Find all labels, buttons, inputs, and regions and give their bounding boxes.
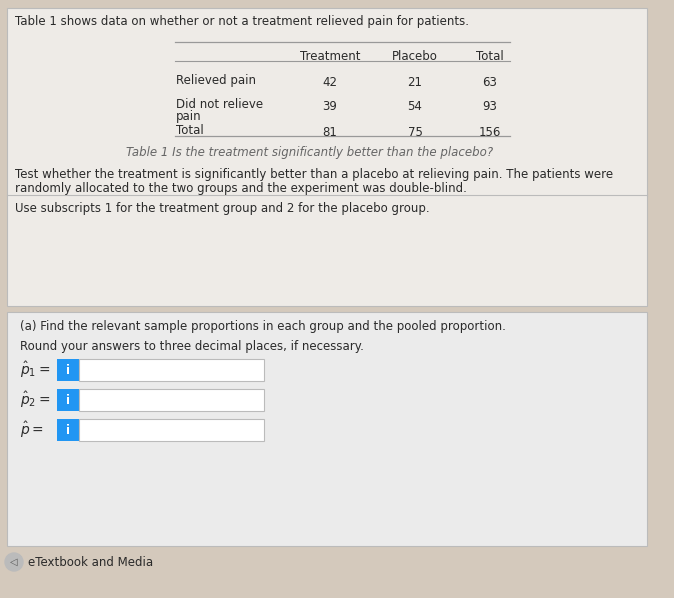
Text: Table 1 shows data on whether or not a treatment relieved pain for patients.: Table 1 shows data on whether or not a t… [15, 15, 469, 28]
Bar [57, 389, 79, 411]
Text: 75: 75 [408, 126, 423, 139]
Text: Placebo: Placebo [392, 50, 438, 63]
Text: $\hat{p} =$: $\hat{p} =$ [20, 420, 44, 440]
Text: 81: 81 [323, 126, 338, 139]
Circle shape [5, 553, 23, 571]
Bar [79, 419, 264, 441]
Text: Table 1 Is the treatment significantly better than the placebo?: Table 1 Is the treatment significantly b… [127, 146, 493, 159]
Bar [7, 312, 647, 546]
Text: Treatment: Treatment [300, 50, 360, 63]
Text: 54: 54 [408, 100, 423, 113]
Text: 93: 93 [483, 100, 497, 113]
Bar [57, 359, 79, 381]
Text: Did not relieve: Did not relieve [176, 98, 263, 111]
Text: i: i [66, 423, 70, 437]
Text: 156: 156 [479, 126, 501, 139]
Text: Round your answers to three decimal places, if necessary.: Round your answers to three decimal plac… [20, 340, 364, 353]
Text: Test whether the treatment is significantly better than a placebo at relieving p: Test whether the treatment is significan… [15, 168, 613, 181]
Bar [7, 8, 647, 306]
Text: 42: 42 [322, 76, 338, 89]
Text: ◁: ◁ [10, 557, 18, 567]
Text: 39: 39 [323, 100, 338, 113]
Text: i: i [66, 364, 70, 377]
Text: Total: Total [176, 124, 204, 137]
Text: Use subscripts 1 for the treatment group and 2 for the placebo group.: Use subscripts 1 for the treatment group… [15, 202, 429, 215]
Text: randomly allocated to the two groups and the experiment was double-blind.: randomly allocated to the two groups and… [15, 182, 467, 195]
Text: $\hat{p}_2 =$: $\hat{p}_2 =$ [20, 390, 51, 410]
Text: (a) Find the relevant sample proportions in each group and the pooled proportion: (a) Find the relevant sample proportions… [20, 320, 506, 333]
Text: Relieved pain: Relieved pain [176, 74, 256, 87]
Text: i: i [66, 393, 70, 407]
Text: pain: pain [176, 110, 202, 123]
Bar [79, 359, 264, 381]
Text: 63: 63 [483, 76, 497, 89]
Bar [79, 389, 264, 411]
Text: Total: Total [476, 50, 504, 63]
Text: 21: 21 [408, 76, 423, 89]
Bar [57, 419, 79, 441]
Text: eTextbook and Media: eTextbook and Media [28, 556, 153, 569]
Text: $\hat{p}_1 =$: $\hat{p}_1 =$ [20, 360, 51, 380]
